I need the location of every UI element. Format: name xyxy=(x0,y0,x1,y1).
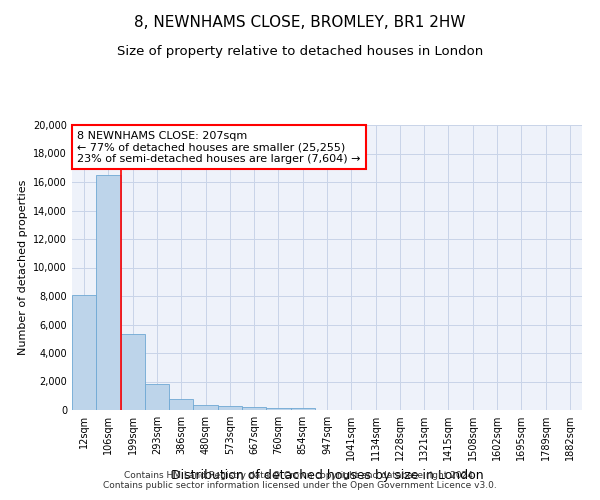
Text: Contains HM Land Registry data © Crown copyright and database right 2024.
Contai: Contains HM Land Registry data © Crown c… xyxy=(103,470,497,490)
X-axis label: Distribution of detached houses by size in London: Distribution of detached houses by size … xyxy=(170,468,484,481)
Text: Size of property relative to detached houses in London: Size of property relative to detached ho… xyxy=(117,45,483,58)
Text: 8 NEWNHAMS CLOSE: 207sqm
← 77% of detached houses are smaller (25,255)
23% of se: 8 NEWNHAMS CLOSE: 207sqm ← 77% of detach… xyxy=(77,130,361,164)
Bar xyxy=(169,400,193,410)
Y-axis label: Number of detached properties: Number of detached properties xyxy=(18,180,28,355)
Bar xyxy=(145,384,169,410)
Bar xyxy=(72,294,96,410)
Bar xyxy=(242,407,266,410)
Bar xyxy=(290,408,315,410)
Text: 8, NEWNHAMS CLOSE, BROMLEY, BR1 2HW: 8, NEWNHAMS CLOSE, BROMLEY, BR1 2HW xyxy=(134,15,466,30)
Bar xyxy=(96,175,121,410)
Bar xyxy=(193,404,218,410)
Bar xyxy=(218,406,242,410)
Bar xyxy=(121,334,145,410)
Bar xyxy=(266,408,290,410)
